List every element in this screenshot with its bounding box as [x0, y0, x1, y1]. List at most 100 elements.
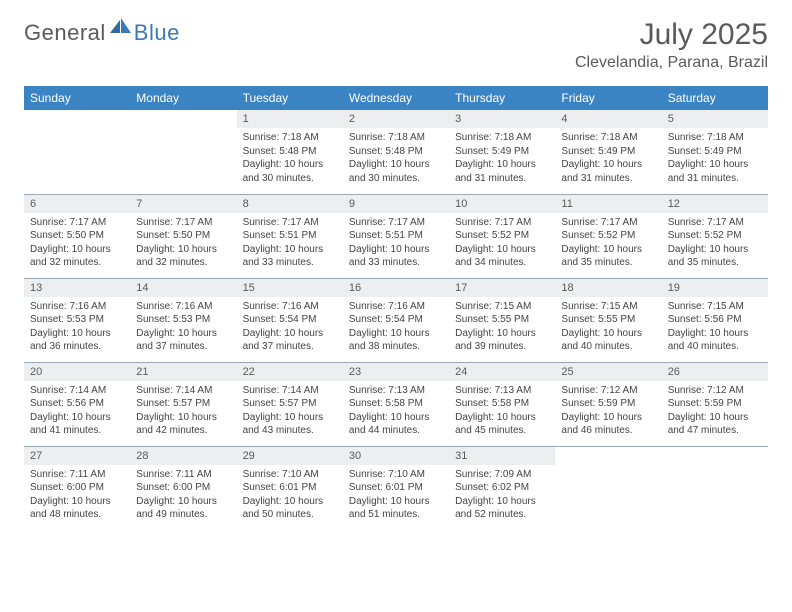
day-cell: 5Sunrise: 7:18 AMSunset: 5:49 PMDaylight…	[662, 110, 768, 194]
day-data: Sunrise: 7:14 AMSunset: 5:57 PMDaylight:…	[237, 381, 343, 442]
week-row: 1Sunrise: 7:18 AMSunset: 5:48 PMDaylight…	[24, 110, 768, 194]
day-number: 21	[130, 363, 236, 381]
day-cell: 30Sunrise: 7:10 AMSunset: 6:01 PMDayligh…	[343, 446, 449, 530]
day-cell: 29Sunrise: 7:10 AMSunset: 6:01 PMDayligh…	[237, 446, 343, 530]
day-cell: 10Sunrise: 7:17 AMSunset: 5:52 PMDayligh…	[449, 194, 555, 278]
day-data: Sunrise: 7:11 AMSunset: 6:00 PMDaylight:…	[130, 465, 236, 526]
day-cell: 24Sunrise: 7:13 AMSunset: 5:58 PMDayligh…	[449, 362, 555, 446]
day-data: Sunrise: 7:15 AMSunset: 5:55 PMDaylight:…	[555, 297, 661, 358]
logo-text-general: General	[24, 20, 106, 46]
day-data: Sunrise: 7:10 AMSunset: 6:01 PMDaylight:…	[343, 465, 449, 526]
day-number: 14	[130, 279, 236, 297]
day-data: Sunrise: 7:17 AMSunset: 5:51 PMDaylight:…	[237, 213, 343, 274]
day-data: Sunrise: 7:12 AMSunset: 5:59 PMDaylight:…	[555, 381, 661, 442]
day-number: 16	[343, 279, 449, 297]
day-cell	[662, 446, 768, 530]
day-data: Sunrise: 7:13 AMSunset: 5:58 PMDaylight:…	[343, 381, 449, 442]
day-number: 11	[555, 195, 661, 213]
day-cell	[555, 446, 661, 530]
day-cell: 31Sunrise: 7:09 AMSunset: 6:02 PMDayligh…	[449, 446, 555, 530]
weekday-header: Tuesday	[237, 86, 343, 110]
day-cell: 12Sunrise: 7:17 AMSunset: 5:52 PMDayligh…	[662, 194, 768, 278]
day-number: 5	[662, 110, 768, 128]
day-cell: 3Sunrise: 7:18 AMSunset: 5:49 PMDaylight…	[449, 110, 555, 194]
day-data: Sunrise: 7:14 AMSunset: 5:57 PMDaylight:…	[130, 381, 236, 442]
week-row: 13Sunrise: 7:16 AMSunset: 5:53 PMDayligh…	[24, 278, 768, 362]
day-number: 29	[237, 447, 343, 465]
day-cell: 28Sunrise: 7:11 AMSunset: 6:00 PMDayligh…	[130, 446, 236, 530]
weekday-header: Monday	[130, 86, 236, 110]
day-cell: 19Sunrise: 7:15 AMSunset: 5:56 PMDayligh…	[662, 278, 768, 362]
weekday-header: Wednesday	[343, 86, 449, 110]
day-number: 20	[24, 363, 130, 381]
day-cell: 6Sunrise: 7:17 AMSunset: 5:50 PMDaylight…	[24, 194, 130, 278]
day-number: 3	[449, 110, 555, 128]
week-row: 20Sunrise: 7:14 AMSunset: 5:56 PMDayligh…	[24, 362, 768, 446]
weekday-header-row: SundayMondayTuesdayWednesdayThursdayFrid…	[24, 86, 768, 110]
day-number: 18	[555, 279, 661, 297]
week-row: 27Sunrise: 7:11 AMSunset: 6:00 PMDayligh…	[24, 446, 768, 530]
day-number: 8	[237, 195, 343, 213]
day-data: Sunrise: 7:16 AMSunset: 5:54 PMDaylight:…	[343, 297, 449, 358]
day-data: Sunrise: 7:17 AMSunset: 5:52 PMDaylight:…	[555, 213, 661, 274]
week-row: 6Sunrise: 7:17 AMSunset: 5:50 PMDaylight…	[24, 194, 768, 278]
day-cell: 20Sunrise: 7:14 AMSunset: 5:56 PMDayligh…	[24, 362, 130, 446]
day-number: 24	[449, 363, 555, 381]
day-cell: 11Sunrise: 7:17 AMSunset: 5:52 PMDayligh…	[555, 194, 661, 278]
day-data: Sunrise: 7:18 AMSunset: 5:49 PMDaylight:…	[449, 128, 555, 189]
day-number: 30	[343, 447, 449, 465]
day-data: Sunrise: 7:12 AMSunset: 5:59 PMDaylight:…	[662, 381, 768, 442]
day-data: Sunrise: 7:18 AMSunset: 5:49 PMDaylight:…	[662, 128, 768, 189]
day-cell: 1Sunrise: 7:18 AMSunset: 5:48 PMDaylight…	[237, 110, 343, 194]
logo: General Blue	[24, 18, 180, 47]
day-data: Sunrise: 7:10 AMSunset: 6:01 PMDaylight:…	[237, 465, 343, 526]
logo-text-blue: Blue	[134, 20, 180, 46]
day-cell: 26Sunrise: 7:12 AMSunset: 5:59 PMDayligh…	[662, 362, 768, 446]
day-data: Sunrise: 7:18 AMSunset: 5:48 PMDaylight:…	[237, 128, 343, 189]
day-number: 27	[24, 447, 130, 465]
day-cell: 25Sunrise: 7:12 AMSunset: 5:59 PMDayligh…	[555, 362, 661, 446]
day-cell: 14Sunrise: 7:16 AMSunset: 5:53 PMDayligh…	[130, 278, 236, 362]
title-block: July 2025 Clevelandia, Parana, Brazil	[575, 18, 768, 72]
day-cell: 18Sunrise: 7:15 AMSunset: 5:55 PMDayligh…	[555, 278, 661, 362]
weekday-header: Saturday	[662, 86, 768, 110]
day-cell: 2Sunrise: 7:18 AMSunset: 5:48 PMDaylight…	[343, 110, 449, 194]
day-cell: 23Sunrise: 7:13 AMSunset: 5:58 PMDayligh…	[343, 362, 449, 446]
day-cell: 15Sunrise: 7:16 AMSunset: 5:54 PMDayligh…	[237, 278, 343, 362]
day-number: 26	[662, 363, 768, 381]
day-data: Sunrise: 7:16 AMSunset: 5:53 PMDaylight:…	[24, 297, 130, 358]
day-cell: 21Sunrise: 7:14 AMSunset: 5:57 PMDayligh…	[130, 362, 236, 446]
day-cell	[130, 110, 236, 194]
day-number: 15	[237, 279, 343, 297]
weekday-header: Friday	[555, 86, 661, 110]
day-number: 22	[237, 363, 343, 381]
location: Clevelandia, Parana, Brazil	[575, 54, 768, 72]
day-data: Sunrise: 7:16 AMSunset: 5:53 PMDaylight:…	[130, 297, 236, 358]
day-number: 23	[343, 363, 449, 381]
calendar-table: SundayMondayTuesdayWednesdayThursdayFrid…	[24, 86, 768, 530]
day-number: 12	[662, 195, 768, 213]
day-cell: 22Sunrise: 7:14 AMSunset: 5:57 PMDayligh…	[237, 362, 343, 446]
day-number: 25	[555, 363, 661, 381]
day-data: Sunrise: 7:17 AMSunset: 5:52 PMDaylight:…	[662, 213, 768, 274]
day-data: Sunrise: 7:17 AMSunset: 5:50 PMDaylight:…	[130, 213, 236, 274]
day-data: Sunrise: 7:15 AMSunset: 5:55 PMDaylight:…	[449, 297, 555, 358]
day-data: Sunrise: 7:13 AMSunset: 5:58 PMDaylight:…	[449, 381, 555, 442]
day-data: Sunrise: 7:16 AMSunset: 5:54 PMDaylight:…	[237, 297, 343, 358]
day-data: Sunrise: 7:15 AMSunset: 5:56 PMDaylight:…	[662, 297, 768, 358]
day-data: Sunrise: 7:17 AMSunset: 5:52 PMDaylight:…	[449, 213, 555, 274]
day-data: Sunrise: 7:14 AMSunset: 5:56 PMDaylight:…	[24, 381, 130, 442]
day-cell: 17Sunrise: 7:15 AMSunset: 5:55 PMDayligh…	[449, 278, 555, 362]
day-number: 31	[449, 447, 555, 465]
day-cell: 27Sunrise: 7:11 AMSunset: 6:00 PMDayligh…	[24, 446, 130, 530]
day-number: 17	[449, 279, 555, 297]
day-number: 9	[343, 195, 449, 213]
day-data: Sunrise: 7:17 AMSunset: 5:50 PMDaylight:…	[24, 213, 130, 274]
header: General Blue July 2025 Clevelandia, Para…	[0, 0, 792, 78]
day-number: 7	[130, 195, 236, 213]
day-cell: 8Sunrise: 7:17 AMSunset: 5:51 PMDaylight…	[237, 194, 343, 278]
day-number: 28	[130, 447, 236, 465]
day-number: 6	[24, 195, 130, 213]
day-number: 10	[449, 195, 555, 213]
day-data: Sunrise: 7:18 AMSunset: 5:49 PMDaylight:…	[555, 128, 661, 189]
